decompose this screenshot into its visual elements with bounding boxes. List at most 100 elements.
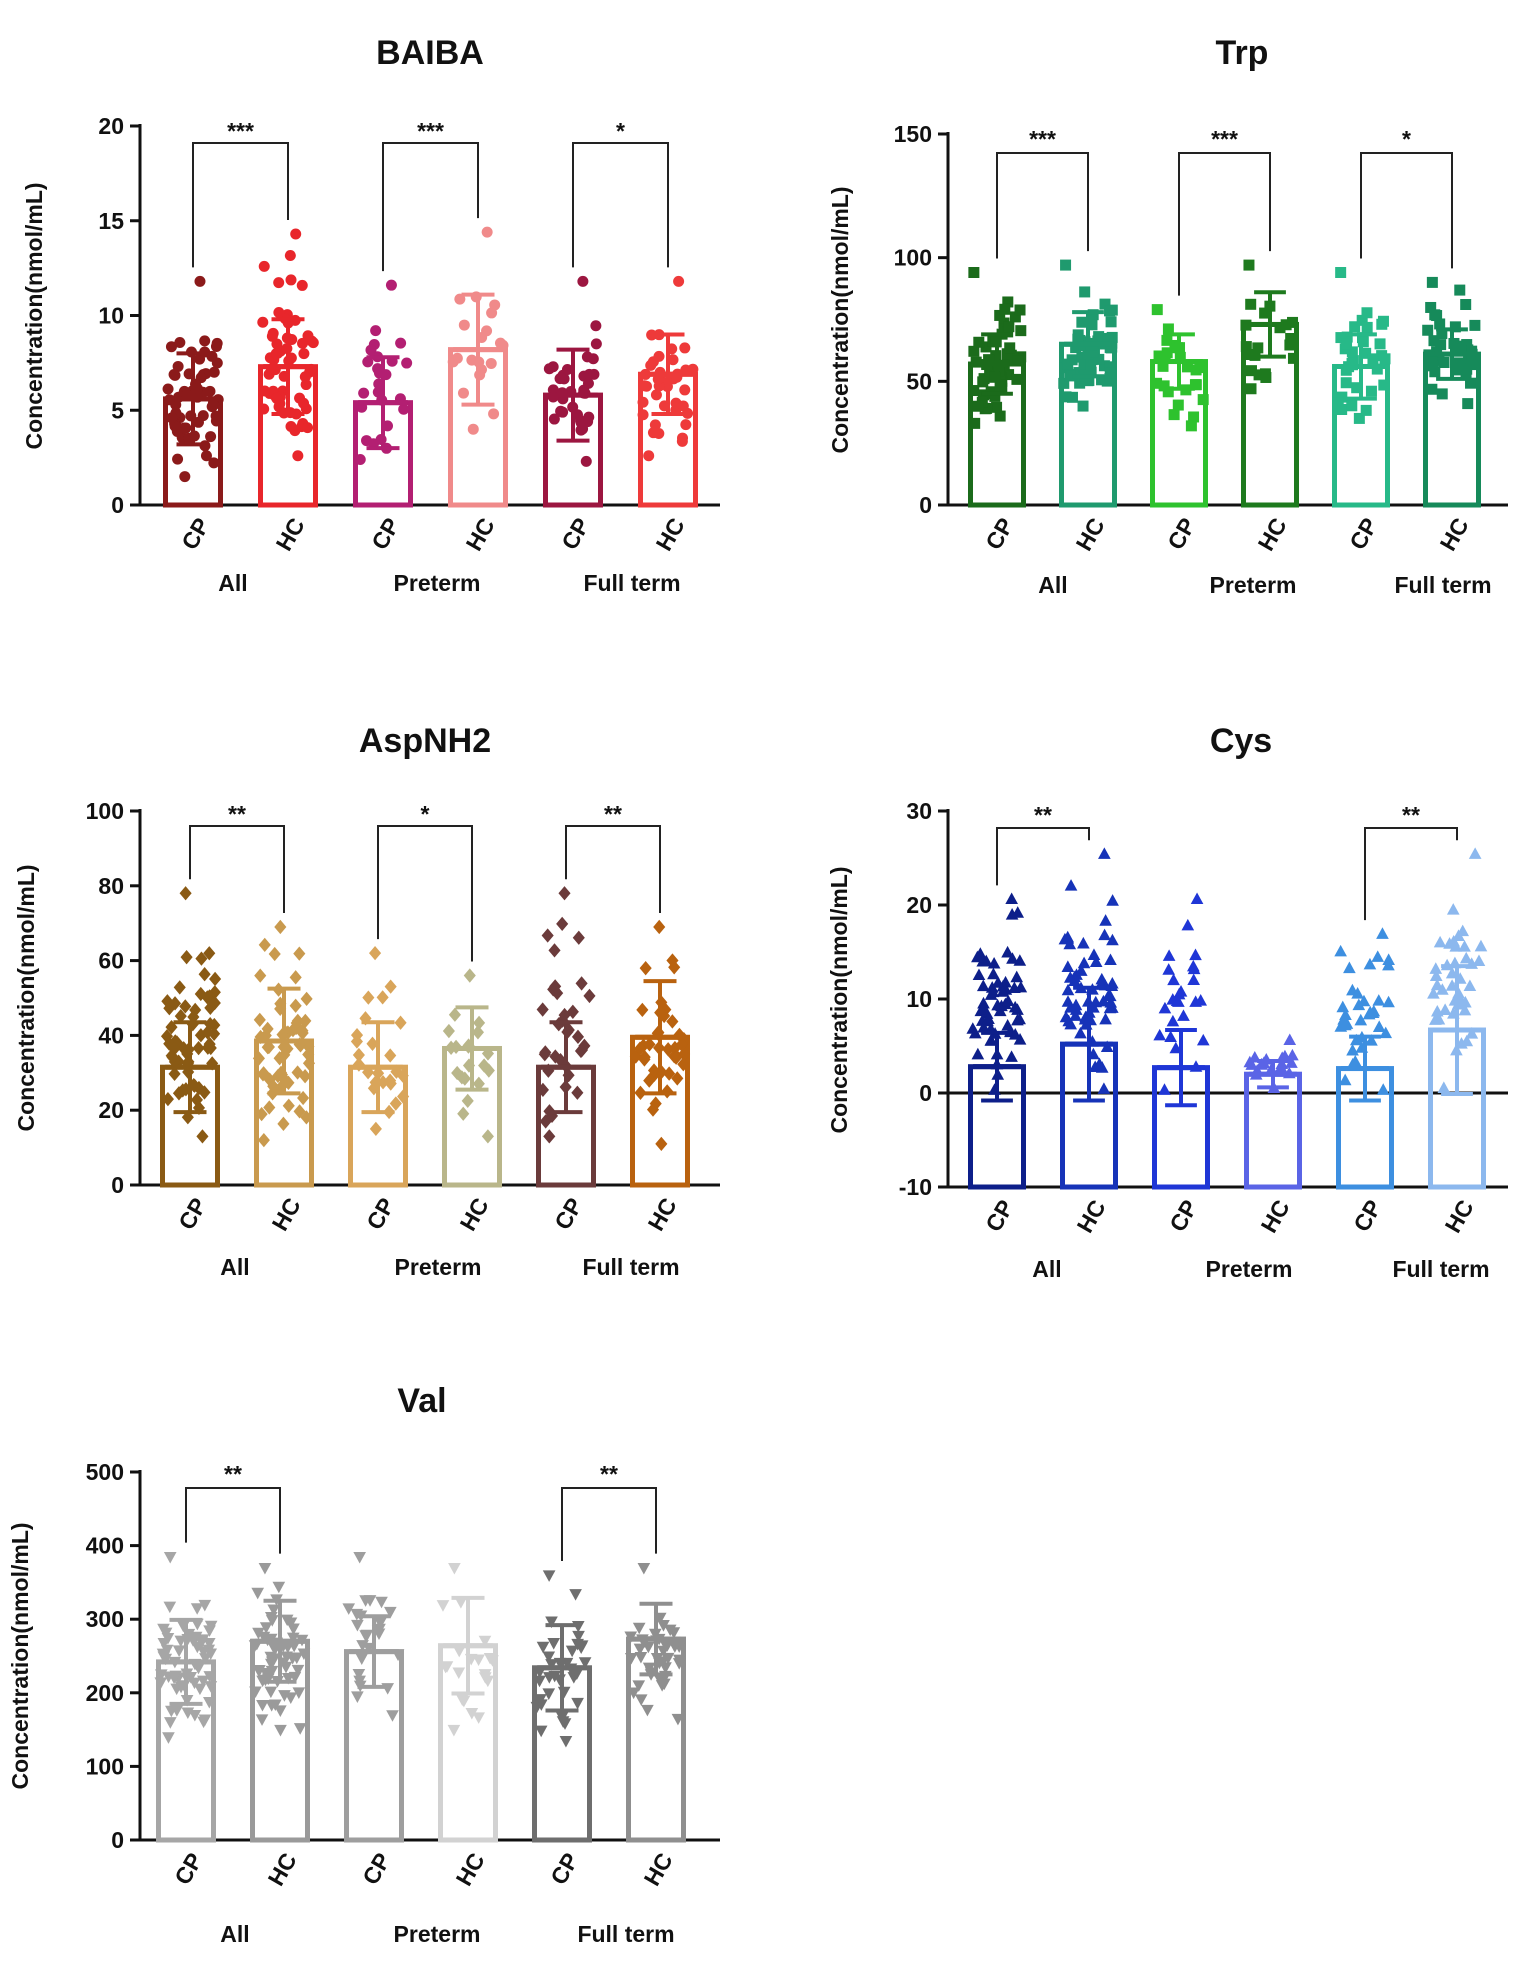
data-point: [1351, 987, 1364, 999]
data-point: [181, 1110, 194, 1125]
data-point: [253, 1665, 266, 1677]
data-point: [1169, 1041, 1183, 1054]
data-point: [448, 1007, 461, 1022]
data-point: [471, 1025, 485, 1040]
data-point: [1005, 892, 1018, 905]
data-point: [542, 1063, 555, 1078]
data-point: [1361, 321, 1373, 333]
data-point: [272, 1581, 286, 1594]
data-point: [1339, 1018, 1352, 1031]
data-point: [196, 1634, 210, 1646]
data-point: [1334, 944, 1347, 957]
y-axis-label: Concentration(nmol/mL): [827, 186, 853, 453]
data-point: [535, 1699, 548, 1711]
bar-group: CP: [348, 945, 410, 1234]
data-point: [436, 1600, 450, 1612]
x-group-label: All: [1032, 1256, 1061, 1282]
data-point: [663, 1066, 676, 1081]
data-point: [559, 1735, 573, 1748]
bracket-line: [1178, 152, 1271, 296]
data-points: [966, 892, 1028, 1095]
y-tick-label: 500: [86, 1459, 124, 1485]
x-category-label: HC: [643, 1193, 682, 1235]
bar-group: CP: [968, 267, 1027, 554]
chart-panel-trp: Trp Concentration(nmol/mL) 0 50 100 150 CP HC CP…: [827, 34, 1508, 598]
data-point: [354, 454, 366, 466]
x-group-label: Full term: [582, 1254, 679, 1280]
data-point: [1061, 960, 1075, 972]
data-point: [1104, 305, 1116, 317]
bracket-line: [565, 825, 661, 913]
data-point: [486, 307, 498, 319]
significance-label: **: [1402, 802, 1420, 828]
data-point: [265, 1700, 278, 1712]
data-point: [162, 383, 174, 395]
data-point: [262, 1039, 275, 1055]
data-point: [1093, 1057, 1106, 1070]
x-category-label: CP: [361, 1193, 399, 1234]
significance-bracket: **: [185, 1461, 281, 1554]
data-point: [1429, 1013, 1442, 1025]
data-point: [1014, 304, 1026, 316]
data-point: [1008, 1028, 1022, 1040]
bracket-line: [996, 152, 1089, 259]
x-group-label: All: [1038, 572, 1067, 598]
data-point: [462, 1058, 476, 1073]
data-point: [203, 946, 216, 961]
data-point: [1474, 939, 1488, 952]
data-point: [555, 405, 567, 417]
data-point: [264, 1686, 278, 1699]
data-point: [299, 371, 311, 383]
data-point: [194, 1028, 207, 1043]
bracket-line: [1360, 152, 1453, 269]
significance-bracket: ***: [192, 118, 289, 268]
x-group-label: All: [220, 1921, 249, 1947]
data-point: [968, 1026, 982, 1039]
data-point: [637, 396, 649, 408]
bar-group: CP: [1152, 892, 1210, 1236]
data-point: [355, 1653, 369, 1665]
data-point: [271, 392, 283, 404]
x-group-label: Full term: [583, 570, 680, 596]
bar-group: HC: [442, 968, 502, 1235]
data-point: [1060, 391, 1072, 403]
data-point: [210, 410, 222, 422]
x-category-label: CP: [1348, 1195, 1386, 1236]
data-point: [299, 1069, 312, 1084]
data-point: [1366, 1006, 1380, 1018]
data-point: [1285, 333, 1297, 345]
data-point: [570, 1668, 584, 1681]
bar-group: HC: [252, 919, 316, 1235]
data-point: [1245, 298, 1257, 310]
data-point: [291, 1065, 304, 1080]
bar-group: HC: [436, 1563, 499, 1890]
data-point: [201, 990, 214, 1005]
data-point: [163, 1551, 177, 1564]
data-point: [358, 387, 370, 399]
data-point: [274, 919, 287, 935]
data-point: [976, 1002, 990, 1015]
data-point: [670, 1050, 683, 1065]
data-point: [646, 1102, 660, 1117]
data-point: [190, 1603, 204, 1615]
data-point: [662, 1042, 675, 1057]
data-point: [1460, 1034, 1474, 1047]
data-point: [632, 1622, 646, 1635]
data-point: [1363, 957, 1377, 970]
chart-title: Val: [397, 1382, 446, 1420]
data-point: [1106, 894, 1119, 906]
data-point: [575, 976, 588, 991]
y-tick-label: 0: [919, 1080, 932, 1106]
data-point: [200, 450, 212, 462]
data-point: [268, 946, 281, 962]
data-point: [655, 1680, 669, 1692]
data-point: [385, 279, 397, 291]
data-point: [1361, 307, 1373, 319]
significance-bracket: ***: [382, 118, 479, 272]
data-point: [1243, 259, 1255, 271]
bracket-line: [192, 142, 289, 268]
data-point: [256, 1699, 269, 1712]
data-point: [1181, 918, 1195, 931]
data-point: [196, 1129, 209, 1144]
data-point: [987, 956, 1001, 969]
